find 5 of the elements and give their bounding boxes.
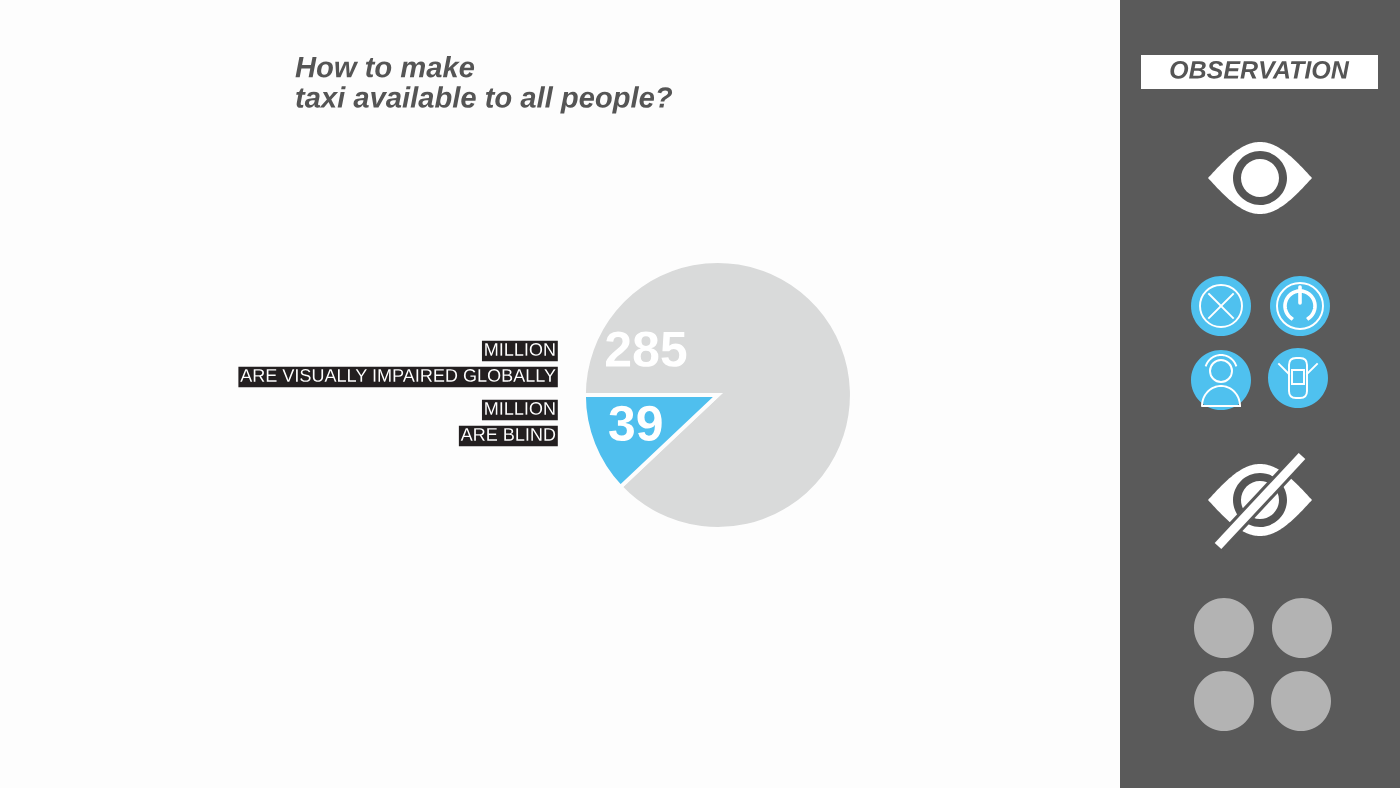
text: OBSERVATION (1170, 61, 1350, 79)
chart-title: How to make taxi available to all people? (295, 56, 673, 114)
slice-label: MILLION ARE BLIND (460, 402, 556, 441)
slice-label: MILLION ARE VISUALLY IMPAIRED GLOBALLY (240, 343, 556, 382)
data-label: 39 (609, 405, 662, 442)
